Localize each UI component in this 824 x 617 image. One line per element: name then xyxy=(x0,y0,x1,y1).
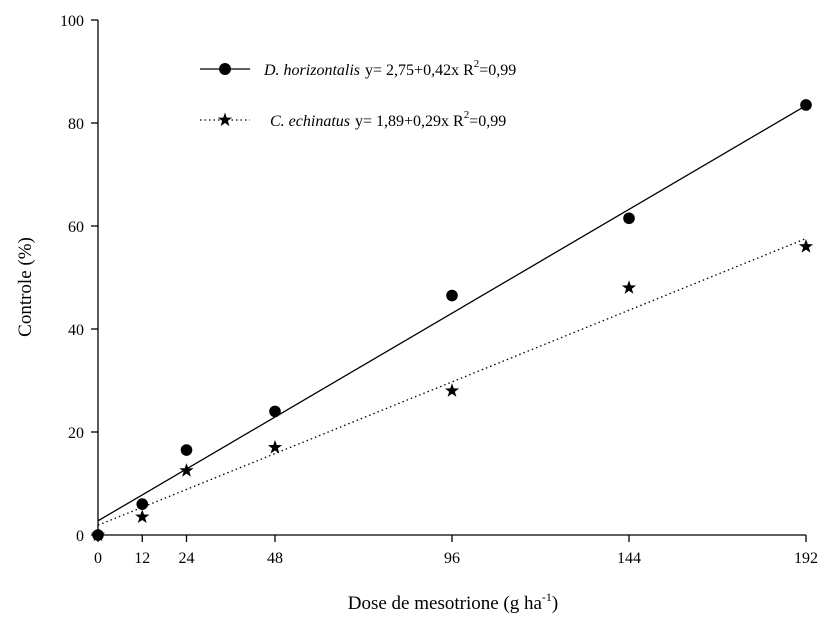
x-tick-label-96: 96 xyxy=(444,550,460,567)
axes: 0 20 40 60 80 100 0 12 24 48 96 144 192 xyxy=(60,13,818,567)
legend-marker-c-echinatus xyxy=(217,112,233,127)
legend-entry-d-horizontalis: D. horizontalis y= 2,75+0,42x R2=0,99 xyxy=(200,58,516,79)
fit-lines xyxy=(97,104,807,526)
y-axis-title: Controle (%) xyxy=(15,237,36,337)
y-tick-label-80: 80 xyxy=(68,116,84,133)
point-d-horizontalis-3 xyxy=(269,405,281,418)
legend-label-c-echinatus: C. echinatus y= 1,89+0,29x R2=0,99 xyxy=(270,109,506,130)
y-tick-label-60: 60 xyxy=(68,219,84,236)
y-tick-label-100: 100 xyxy=(60,13,84,30)
legend-series-name-d-horizontalis: D. horizontalis xyxy=(263,62,360,79)
x-tick-label-192: 192 xyxy=(794,550,818,567)
x-tick-label-0: 0 xyxy=(94,550,102,567)
point-c-echinatus-0 xyxy=(90,527,106,542)
x-tick-label-24: 24 xyxy=(179,550,195,567)
x-axis-title-tail: ) xyxy=(552,593,558,614)
legend-equation-c-echinatus: y= 1,89+0,29x R xyxy=(355,113,464,130)
point-c-echinatus-5 xyxy=(621,280,637,294)
legend-r2-sup-d-horizontalis: 2 xyxy=(474,58,480,70)
y-tick-label-20: 20 xyxy=(68,425,84,442)
point-c-echinatus-3 xyxy=(267,439,283,454)
x-tick-label-144: 144 xyxy=(617,550,641,567)
x-axis-title-sup: -1 xyxy=(542,590,552,604)
y-tick-label-0: 0 xyxy=(76,528,84,545)
y-tick-label-40: 40 xyxy=(68,322,84,339)
x-axis-title-main: Dose de mesotrione (g ha xyxy=(348,593,543,614)
legend-entry-c-echinatus: C. echinatus y= 1,89+0,29x R2=0,99 xyxy=(200,109,506,130)
legend-r2-value-d-horizontalis: =0,99 xyxy=(479,62,516,79)
fit-line-c-echinatus xyxy=(97,237,807,526)
point-d-horizontalis-6 xyxy=(800,99,812,111)
x-tick-label-12: 12 xyxy=(134,550,150,567)
x-axis-title: Dose de mesotrione (g ha-1) xyxy=(348,590,559,614)
point-d-horizontalis-1 xyxy=(136,498,149,510)
legend-r2-value-c-echinatus: =0,99 xyxy=(469,113,506,130)
fit-line-d-horizontalis xyxy=(97,104,807,522)
legend-equation-d-horizontalis: y= 2,75+0,42x R xyxy=(365,62,474,79)
legend-marker-d-horizontalis xyxy=(219,63,231,75)
point-d-horizontalis-2 xyxy=(180,444,193,456)
legend-r2-sup-c-echinatus: 2 xyxy=(464,109,470,121)
x-tick-label-48: 48 xyxy=(267,550,283,567)
legend-label-d-horizontalis: D. horizontalis y= 2,75+0,42x R2=0,99 xyxy=(263,58,516,79)
markers xyxy=(90,99,814,542)
point-c-echinatus-6 xyxy=(798,239,814,253)
legend: D. horizontalis y= 2,75+0,42x R2=0,99 C. … xyxy=(200,58,516,130)
point-c-echinatus-4 xyxy=(444,383,460,397)
point-c-echinatus-2 xyxy=(179,463,194,477)
point-d-horizontalis-4 xyxy=(446,289,458,302)
point-c-echinatus-1 xyxy=(135,509,150,524)
legend-series-name-c-echinatus: C. echinatus xyxy=(270,113,350,130)
point-d-horizontalis-5 xyxy=(623,212,635,225)
